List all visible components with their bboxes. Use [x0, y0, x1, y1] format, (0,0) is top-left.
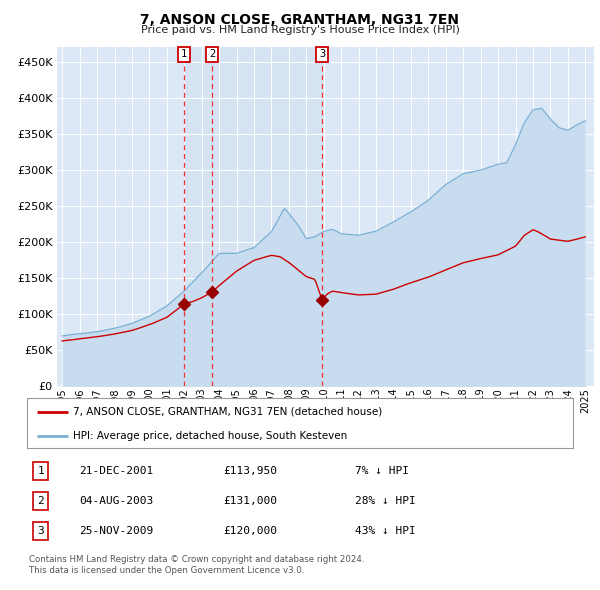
Text: 7, ANSON CLOSE, GRANTHAM, NG31 7EN: 7, ANSON CLOSE, GRANTHAM, NG31 7EN	[140, 13, 460, 27]
Text: £113,950: £113,950	[224, 466, 278, 476]
Text: 28% ↓ HPI: 28% ↓ HPI	[355, 496, 415, 506]
Text: HPI: Average price, detached house, South Kesteven: HPI: Average price, detached house, Sout…	[73, 431, 347, 441]
Text: 21-DEC-2001: 21-DEC-2001	[79, 466, 153, 476]
Text: 7% ↓ HPI: 7% ↓ HPI	[355, 466, 409, 476]
Text: 1: 1	[37, 466, 44, 476]
Bar	[184, 47, 212, 386]
Text: 3: 3	[37, 526, 44, 536]
Text: Contains HM Land Registry data © Crown copyright and database right 2024.: Contains HM Land Registry data © Crown c…	[29, 555, 364, 563]
Text: 2: 2	[209, 50, 215, 60]
Text: £131,000: £131,000	[224, 496, 278, 506]
Text: 3: 3	[319, 50, 325, 60]
Text: £120,000: £120,000	[224, 526, 278, 536]
Text: 25-NOV-2009: 25-NOV-2009	[79, 526, 153, 536]
Text: This data is licensed under the Open Government Licence v3.0.: This data is licensed under the Open Gov…	[29, 566, 304, 575]
Text: 04-AUG-2003: 04-AUG-2003	[79, 496, 153, 506]
Text: Price paid vs. HM Land Registry's House Price Index (HPI): Price paid vs. HM Land Registry's House …	[140, 25, 460, 35]
Bar	[212, 47, 322, 386]
Text: 43% ↓ HPI: 43% ↓ HPI	[355, 526, 415, 536]
Text: 1: 1	[181, 50, 187, 60]
Text: 7, ANSON CLOSE, GRANTHAM, NG31 7EN (detached house): 7, ANSON CLOSE, GRANTHAM, NG31 7EN (deta…	[73, 407, 383, 417]
Text: 2: 2	[37, 496, 44, 506]
